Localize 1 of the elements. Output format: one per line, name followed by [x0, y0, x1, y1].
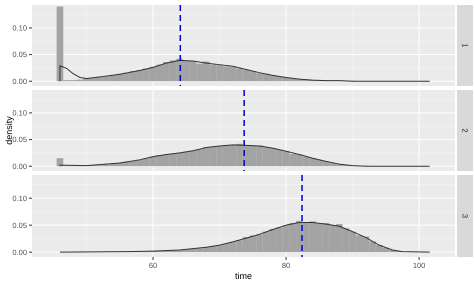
x-axis-title: time: [234, 271, 252, 281]
